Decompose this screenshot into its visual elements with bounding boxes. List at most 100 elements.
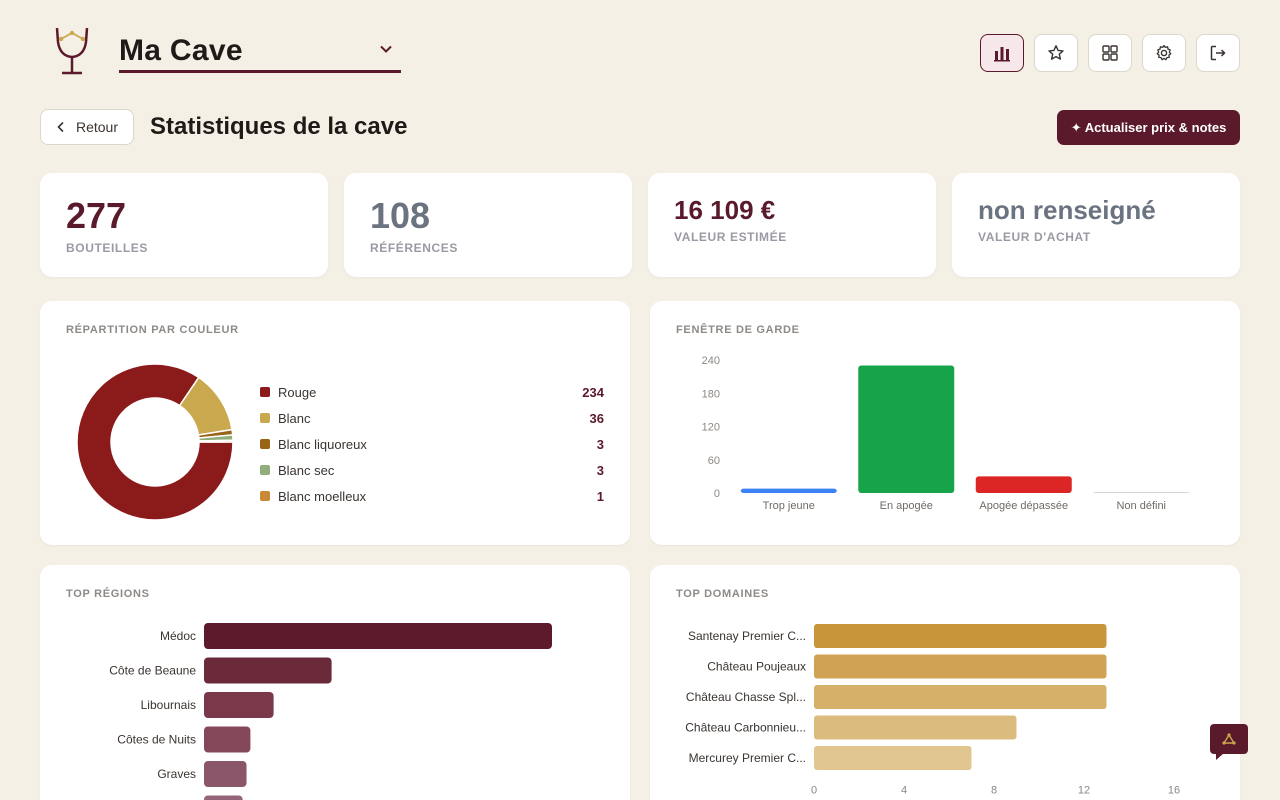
panel-title: RÉPARTITION PAR COULEUR bbox=[66, 324, 239, 336]
legend-swatch bbox=[260, 413, 270, 423]
panel-title: FENÊTRE DE GARDE bbox=[676, 324, 800, 336]
legend-swatch bbox=[260, 465, 270, 475]
x-tick-label: 8 bbox=[991, 785, 997, 797]
domaine-label: Château Poujeaux bbox=[707, 660, 806, 674]
domaine-label: Mercurey Premier C... bbox=[689, 751, 806, 765]
donut-slice bbox=[76, 363, 234, 521]
region-bar bbox=[204, 726, 251, 753]
legend-count: 3 bbox=[596, 462, 604, 478]
legend-item: Blanc sec 3 bbox=[260, 457, 604, 483]
legend-label: Blanc moelleux bbox=[278, 488, 367, 504]
wine-glass-logo[interactable] bbox=[52, 24, 92, 78]
x-tick-label: 4 bbox=[901, 785, 907, 797]
x-tick-label: 16 bbox=[1168, 785, 1180, 797]
domaine-label: Château Chasse Spl... bbox=[686, 690, 806, 704]
y-tick-label: 60 bbox=[708, 455, 720, 467]
legend-item: Rouge 234 bbox=[260, 379, 604, 405]
grid-button[interactable] bbox=[1088, 34, 1132, 72]
legend-swatch bbox=[260, 387, 270, 397]
x-tick-label: 0 bbox=[811, 785, 817, 797]
y-tick-label: 240 bbox=[702, 355, 720, 367]
refresh-prices-button[interactable]: ✦ Actualiser prix & notes bbox=[1057, 110, 1240, 145]
domaine-bar bbox=[814, 715, 1017, 740]
cellar-name: Ma Cave bbox=[119, 34, 243, 67]
assistant-icon bbox=[1222, 733, 1236, 745]
garde-bar bbox=[975, 476, 1072, 493]
gear-icon bbox=[1156, 44, 1172, 61]
region-bar bbox=[204, 761, 247, 787]
y-tick-label: 120 bbox=[702, 422, 720, 434]
region-label: Médoc bbox=[160, 629, 196, 643]
region-bar bbox=[204, 795, 243, 800]
x-tick-label: 12 bbox=[1078, 785, 1090, 797]
legend-count: 1 bbox=[596, 488, 604, 504]
garde-bar bbox=[858, 365, 955, 493]
panel-title: TOP DOMAINES bbox=[676, 588, 769, 600]
stats-button[interactable] bbox=[980, 34, 1024, 72]
x-tick-label: Non défini bbox=[1116, 500, 1166, 512]
chevron-left-icon bbox=[57, 121, 64, 133]
top-domaines-panel: TOP DOMAINES Santenay Premier C... Châtea… bbox=[650, 565, 1240, 800]
domaine-label: Château Carbonnieu... bbox=[685, 721, 806, 735]
legend-item: Blanc 36 bbox=[260, 405, 604, 431]
stat-value: 16 109 € bbox=[674, 195, 776, 225]
legend-label: Blanc sec bbox=[278, 462, 335, 478]
y-tick-label: 0 bbox=[714, 488, 720, 500]
region-label: Graves bbox=[157, 767, 196, 781]
donut-slice bbox=[198, 439, 234, 443]
stat-value: 277 bbox=[66, 195, 127, 236]
garde-bar bbox=[1093, 492, 1190, 493]
donut-chart bbox=[76, 363, 234, 521]
legend-item: Blanc moelleux 1 bbox=[260, 483, 604, 509]
legend-swatch bbox=[260, 439, 270, 449]
chevron-down-icon bbox=[380, 45, 392, 53]
domaines-bar-chart: Santenay Premier C... Château Poujeaux Châ… bbox=[685, 624, 1180, 797]
region-bar bbox=[204, 657, 332, 684]
domaine-label: Santenay Premier C... bbox=[688, 629, 806, 643]
stat-label: RÉFÉRENCES bbox=[370, 241, 459, 255]
stat-value: non renseigné bbox=[978, 195, 1156, 225]
region-label: Côte de Beaune bbox=[109, 664, 196, 678]
legend-label: Blanc liquoreux bbox=[278, 436, 367, 452]
back-label: Retour bbox=[75, 119, 119, 135]
stat-card-references: 108 RÉFÉRENCES bbox=[344, 173, 632, 277]
settings-button[interactable] bbox=[1142, 34, 1186, 72]
stat-label: VALEUR ESTIMÉE bbox=[674, 230, 787, 244]
domaine-bar bbox=[814, 654, 1107, 679]
legend-item: Blanc liquoreux 3 bbox=[260, 431, 604, 457]
page-title: Statistiques de la cave bbox=[150, 113, 408, 140]
x-tick-label: Apogée dépassée bbox=[979, 500, 1068, 512]
domaine-bar bbox=[814, 624, 1107, 648]
domaine-bar bbox=[814, 685, 1107, 709]
legend-count: 3 bbox=[596, 436, 604, 452]
garde-bar bbox=[740, 488, 837, 493]
region-label: Côtes de Nuits bbox=[117, 733, 196, 747]
stat-card-bottles: 277 BOUTEILLES bbox=[40, 173, 328, 277]
stat-card-purchase-value: non renseigné VALEUR D'ACHAT bbox=[952, 173, 1240, 277]
logout-button[interactable] bbox=[1196, 34, 1240, 72]
stat-label: VALEUR D'ACHAT bbox=[978, 230, 1091, 244]
legend-count: 234 bbox=[582, 384, 604, 400]
x-tick-label: En apogée bbox=[880, 500, 933, 512]
x-tick-label: Trop jeune bbox=[763, 500, 815, 512]
panel-title: TOP RÉGIONS bbox=[66, 588, 150, 600]
region-label: Libournais bbox=[141, 698, 196, 712]
garde-window-panel: FENÊTRE DE GARDE 0 60 120 180 240 Trop jeune E… bbox=[650, 301, 1240, 545]
legend-label: Rouge bbox=[278, 384, 317, 400]
legend-swatch bbox=[260, 491, 270, 501]
region-bar bbox=[204, 623, 552, 649]
legend-label: Blanc bbox=[278, 410, 311, 426]
domaine-bar bbox=[814, 746, 972, 770]
regions-bar-chart: Médoc Côte de Beaune Libournais Côtes de Nu… bbox=[109, 623, 552, 800]
favorites-button[interactable] bbox=[1034, 34, 1078, 72]
top-regions-panel: TOP RÉGIONS Médoc Côte de Beaune Libournai… bbox=[40, 565, 630, 800]
y-tick-label: 180 bbox=[702, 388, 720, 400]
logout-icon bbox=[1210, 45, 1226, 61]
garde-bar-chart: 0 60 120 180 240 Trop jeune En apogée Apogée dé… bbox=[702, 355, 1190, 512]
stat-value: 108 bbox=[370, 195, 431, 236]
cellar-select[interactable]: Ma Cave bbox=[119, 32, 401, 73]
stat-label: BOUTEILLES bbox=[66, 241, 149, 255]
star-icon bbox=[1048, 45, 1064, 60]
assistant-chat-button[interactable] bbox=[1210, 724, 1248, 760]
back-button[interactable]: Retour bbox=[40, 109, 134, 145]
